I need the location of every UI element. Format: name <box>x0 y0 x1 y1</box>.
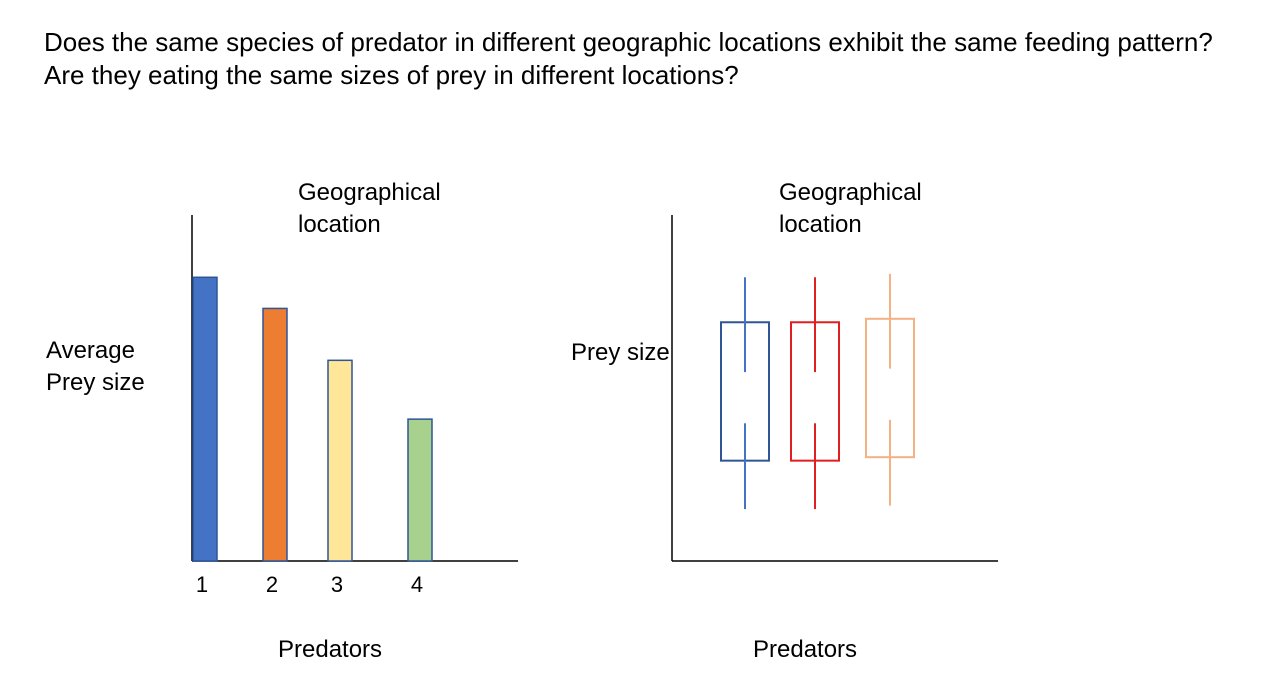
left-location-label-line1: Geographical <box>298 179 441 206</box>
tick-label-3: 3 <box>331 572 343 597</box>
right-xlabel: Predators <box>753 636 858 663</box>
question-text: Does the same species of predator in dif… <box>44 27 1213 90</box>
right-location-label-line1: Geographical <box>779 179 922 206</box>
bar-predator-4 <box>407 418 433 562</box>
tick-label-1: 1 <box>196 572 208 597</box>
right-location-label-line2: location <box>779 211 862 238</box>
left-bar-group <box>192 276 433 562</box>
tick-label-2: 2 <box>266 572 278 597</box>
tick-label-4: 4 <box>411 572 423 597</box>
right-ylabel: Prey size <box>571 339 670 366</box>
left-ylabel-line2: Prey size <box>46 369 145 396</box>
bar-predator-1 <box>192 276 218 562</box>
bar-predator-3 <box>327 359 353 562</box>
bar-predator-2 <box>262 307 288 562</box>
right-box-group <box>720 273 915 510</box>
left-ylabel-line1: Average <box>46 337 135 364</box>
left-location-label-line2: location <box>298 211 381 238</box>
left-xlabel: Predators <box>278 636 383 663</box>
left-tick-label-group: 1 2 3 4 <box>196 572 423 597</box>
